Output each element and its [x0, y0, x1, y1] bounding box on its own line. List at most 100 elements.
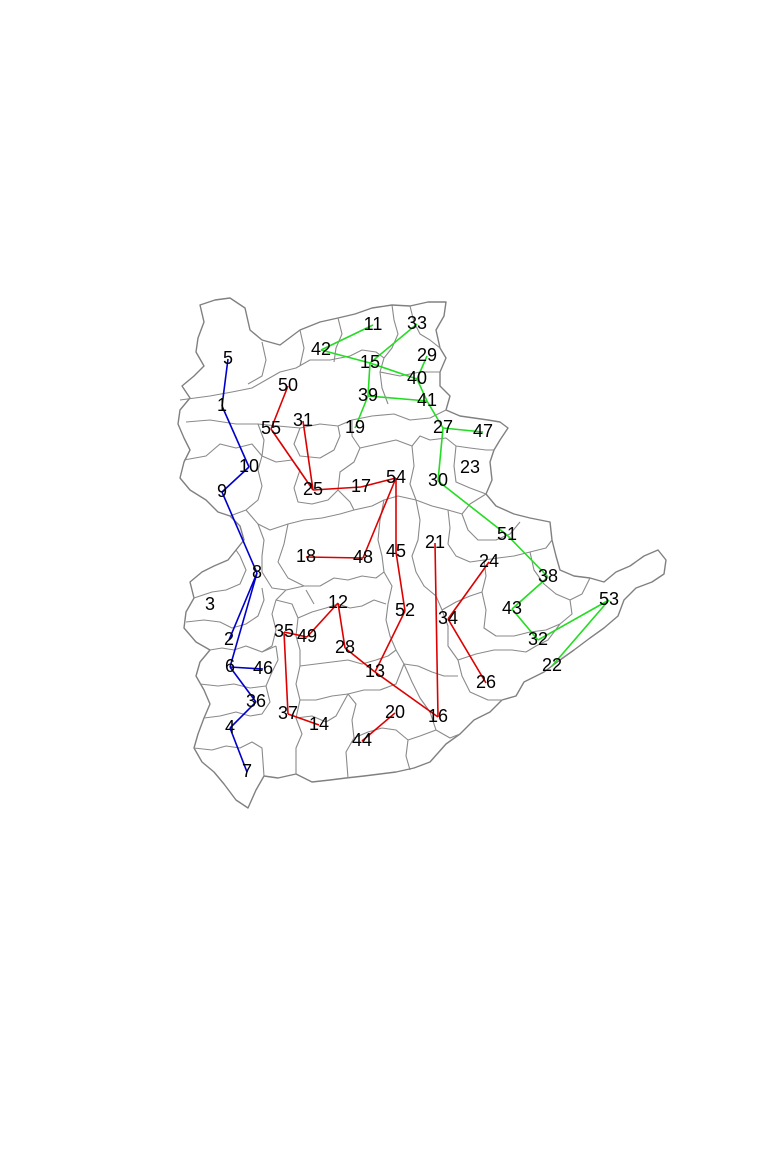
connection-red-28-13 — [344, 647, 376, 673]
connection-red-34-26 — [447, 618, 487, 684]
region-label-4: 4 — [225, 717, 235, 737]
connection-green-32-53 — [537, 599, 610, 641]
connection-red-35-49 — [283, 631, 308, 638]
region-label-26: 26 — [476, 672, 496, 692]
connection-red-45-52 — [395, 551, 406, 612]
region-label-45: 45 — [386, 541, 406, 561]
connection-red-12-49 — [306, 602, 339, 638]
region-label-15: 15 — [360, 352, 380, 372]
region-label-24: 24 — [479, 551, 499, 571]
region-label-40: 40 — [407, 368, 427, 388]
region-label-41: 41 — [417, 390, 437, 410]
connection-lines — [221, 323, 610, 773]
connection-red-18-48 — [305, 556, 364, 559]
region-label-51: 51 — [497, 524, 517, 544]
region-label-14: 14 — [309, 714, 329, 734]
connection-red-54-48 — [362, 477, 397, 559]
region-label-43: 43 — [502, 598, 522, 618]
connection-green-41-27 — [426, 400, 444, 429]
connection-red-34-24 — [447, 561, 490, 620]
region-label-1: 1 — [217, 395, 227, 415]
connection-blue-6-36 — [229, 666, 257, 703]
connection-green-43-32 — [511, 608, 539, 641]
connection-blue-8-6 — [229, 572, 258, 668]
connection-blue-4-7 — [229, 727, 248, 773]
region-label-9: 9 — [217, 481, 227, 501]
region-label-37: 37 — [278, 703, 298, 723]
region-label-39: 39 — [358, 385, 378, 405]
connection-red-37-14 — [287, 713, 320, 726]
region-label-53: 53 — [599, 589, 619, 609]
region-label-47: 47 — [473, 421, 493, 441]
region-label-48: 48 — [353, 547, 373, 567]
region-label-33: 33 — [407, 313, 427, 333]
region-label-55: 55 — [261, 418, 281, 438]
region-label-54: 54 — [386, 467, 406, 487]
connection-red-25-17 — [312, 486, 362, 491]
region-label-7: 7 — [242, 761, 252, 781]
connection-green-53-22 — [551, 599, 610, 667]
connection-red-55-25 — [270, 428, 314, 491]
region-label-18: 18 — [296, 546, 316, 566]
connection-blue-36-4 — [229, 701, 257, 729]
region-label-10: 10 — [239, 456, 259, 476]
region-label-50: 50 — [278, 375, 298, 395]
connection-green-39-19 — [354, 395, 369, 429]
region-label-6: 6 — [225, 656, 235, 676]
region-label-34: 34 — [438, 608, 458, 628]
region-label-16: 16 — [428, 706, 448, 726]
connection-green-27-47 — [442, 427, 484, 433]
region-label-29: 29 — [417, 345, 437, 365]
connection-red-50-55 — [270, 385, 289, 430]
connection-green-15-39 — [367, 362, 371, 397]
connection-red-52-13 — [374, 610, 406, 673]
territory-outline — [177, 297, 667, 809]
connection-blue-1-10 — [221, 405, 250, 468]
region-label-22: 22 — [542, 655, 562, 675]
region-label-12: 12 — [328, 592, 348, 612]
connection-red-21-16 — [434, 542, 439, 718]
region-label-3: 3 — [205, 594, 215, 614]
connection-red-31-25 — [302, 420, 314, 491]
connection-blue-5-1 — [221, 358, 229, 407]
region-label-25: 25 — [303, 479, 323, 499]
region-label-11: 11 — [364, 314, 383, 334]
region-label-36: 36 — [246, 691, 266, 711]
region-label-23: 23 — [460, 457, 480, 477]
connection-blue-8-2 — [228, 572, 258, 641]
region-label-20: 20 — [385, 702, 405, 722]
connection-blue-10-9 — [221, 466, 250, 493]
connection-green-38-43 — [511, 576, 549, 610]
region-label-52: 52 — [395, 600, 415, 620]
region-label-49: 49 — [297, 626, 317, 646]
connection-green-33-15 — [369, 323, 418, 364]
connection-red-17-54 — [360, 477, 397, 488]
region-label-13: 13 — [365, 661, 385, 681]
region-label-30: 30 — [428, 470, 448, 490]
region-label-27: 27 — [433, 417, 453, 437]
region-label-21: 21 — [425, 532, 445, 552]
connection-blue-6-46 — [229, 666, 264, 670]
region-label-31: 31 — [293, 410, 313, 430]
connection-red-12-28 — [337, 602, 346, 649]
region-label-35: 35 — [274, 621, 294, 641]
connection-red-35-37 — [283, 631, 289, 715]
connection-green-30-51 — [437, 480, 508, 536]
region-labels: 1234567891011121314151617181920212223242… — [205, 313, 619, 781]
connection-red-20-44 — [361, 712, 396, 742]
connection-green-51-38 — [506, 534, 549, 578]
region-label-38: 38 — [538, 566, 558, 586]
region-boundaries — [177, 297, 667, 809]
connection-green-15-40 — [369, 362, 418, 380]
region-label-5: 5 — [223, 348, 233, 368]
region-label-2: 2 — [224, 629, 234, 649]
region-label-32: 32 — [528, 629, 548, 649]
region-label-44: 44 — [352, 730, 372, 750]
region-label-28: 28 — [335, 637, 355, 657]
connection-green-42-15 — [320, 349, 371, 364]
region-label-17: 17 — [351, 476, 371, 496]
connection-green-42-11 — [320, 324, 374, 351]
connection-green-27-30 — [437, 427, 444, 482]
